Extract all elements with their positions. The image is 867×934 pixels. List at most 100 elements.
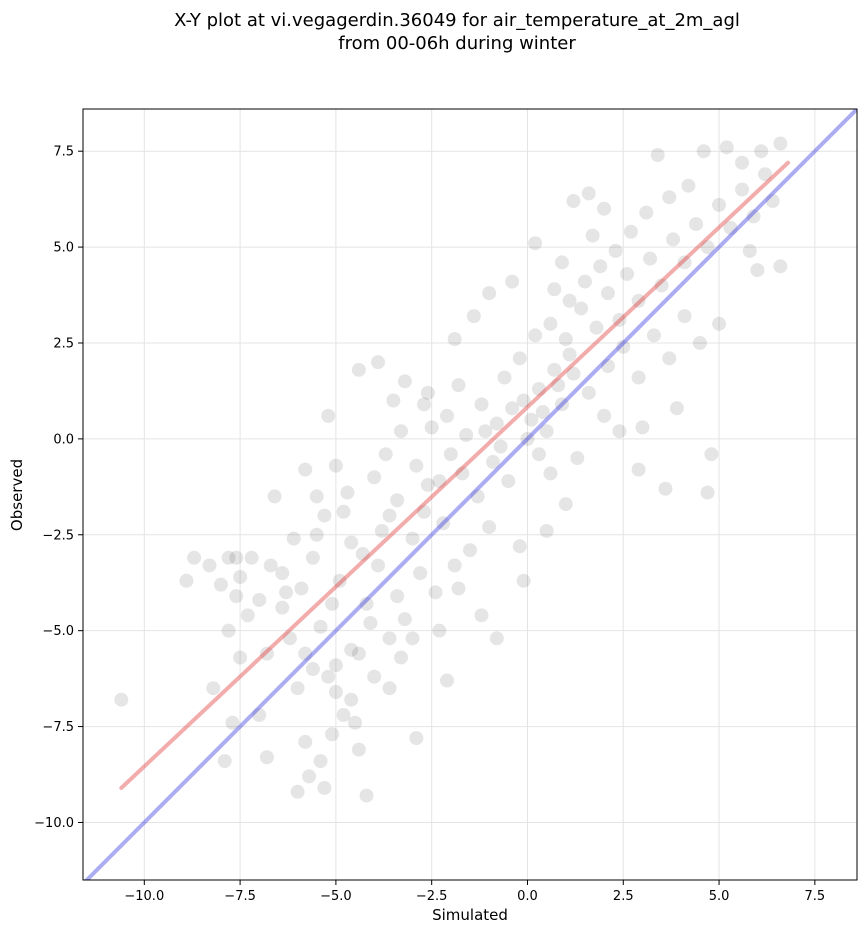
data-point (639, 205, 654, 220)
data-point (620, 266, 635, 281)
data-point (455, 466, 470, 481)
data-point (290, 681, 305, 696)
data-point (482, 520, 497, 535)
data-point (394, 650, 409, 665)
data-point (539, 523, 554, 538)
data-point (290, 784, 305, 799)
data-point (382, 681, 397, 696)
x-tick-label: 5.0 (709, 889, 730, 904)
data-point (202, 558, 217, 573)
data-point (463, 543, 477, 558)
data-point (325, 727, 340, 742)
data-point (666, 232, 681, 247)
x-tick-label: 7.5 (805, 889, 826, 904)
data-point (302, 769, 317, 784)
data-point (593, 259, 608, 274)
data-point (493, 439, 508, 454)
data-point (773, 259, 788, 274)
data-point (535, 405, 550, 420)
data-point (409, 458, 424, 473)
data-point (497, 370, 512, 385)
data-point (394, 424, 409, 439)
data-point (420, 385, 435, 400)
y-tick-label: −5.0 (42, 624, 74, 639)
data-point (240, 608, 255, 623)
data-point (528, 236, 543, 251)
data-point (206, 681, 221, 696)
data-point (447, 558, 462, 573)
data-point (616, 339, 631, 354)
data-point (612, 312, 627, 327)
fit-line (119, 160, 791, 790)
data-point (547, 362, 562, 377)
y-tick-label: 7.5 (53, 145, 74, 160)
data-point (531, 447, 546, 462)
data-point (646, 328, 661, 343)
data-point (309, 489, 324, 504)
data-point (317, 780, 332, 795)
data-point (321, 408, 336, 423)
data-point (436, 516, 451, 531)
data-point (735, 155, 750, 170)
data-point (294, 581, 309, 596)
data-point (321, 669, 336, 684)
regression-lines (84, 109, 857, 880)
data-point (328, 658, 343, 673)
x-tick-label: −5.0 (320, 889, 352, 904)
data-point (233, 569, 248, 584)
data-point (612, 424, 627, 439)
data-point (397, 612, 412, 627)
x-tick-label: 0.0 (517, 889, 538, 904)
data-point (635, 420, 650, 435)
data-point (474, 608, 489, 623)
y-tick-label: 2.5 (53, 336, 74, 351)
chart-title-line-1: X-Y plot at vi.vegagerdin.36049 for air_… (174, 10, 740, 31)
data-point (244, 550, 259, 565)
data-point (332, 573, 347, 588)
data-point (512, 539, 527, 554)
data-point (298, 646, 313, 661)
data-point (554, 255, 569, 270)
data-point (371, 558, 386, 573)
data-point (313, 619, 328, 634)
data-point (696, 144, 711, 159)
plot-frame (82, 108, 858, 881)
data-point (505, 401, 520, 416)
data-point (313, 754, 328, 769)
data-point (359, 596, 374, 611)
y-tick-label: −7.5 (42, 720, 74, 735)
data-point (443, 447, 458, 462)
data-point (723, 220, 738, 235)
data-point (409, 731, 424, 746)
data-point (466, 309, 481, 324)
data-point (451, 581, 466, 596)
data-point (754, 144, 769, 159)
data-point (336, 708, 351, 723)
data-point (581, 186, 596, 201)
data-point (765, 194, 780, 209)
data-point (221, 623, 236, 638)
x-axis-label: Simulated (432, 906, 508, 924)
data-point (742, 243, 757, 258)
x-tick-label: 2.5 (613, 889, 634, 904)
data-point (359, 788, 374, 803)
data-point (405, 531, 420, 546)
data-point (528, 328, 543, 343)
data-point (259, 646, 274, 661)
data-point (470, 489, 485, 504)
data-point (229, 589, 244, 604)
data-point (643, 251, 658, 266)
data-point (662, 190, 677, 205)
y-tick-label: 5.0 (53, 241, 74, 256)
data-point (432, 474, 447, 489)
data-point (650, 148, 665, 163)
data-point (597, 201, 612, 216)
data-point (608, 243, 623, 258)
data-point (413, 566, 428, 581)
data-point (543, 316, 558, 331)
data-point (539, 424, 554, 439)
data-point (355, 546, 370, 561)
data-point (187, 550, 202, 565)
data-point (279, 585, 294, 600)
